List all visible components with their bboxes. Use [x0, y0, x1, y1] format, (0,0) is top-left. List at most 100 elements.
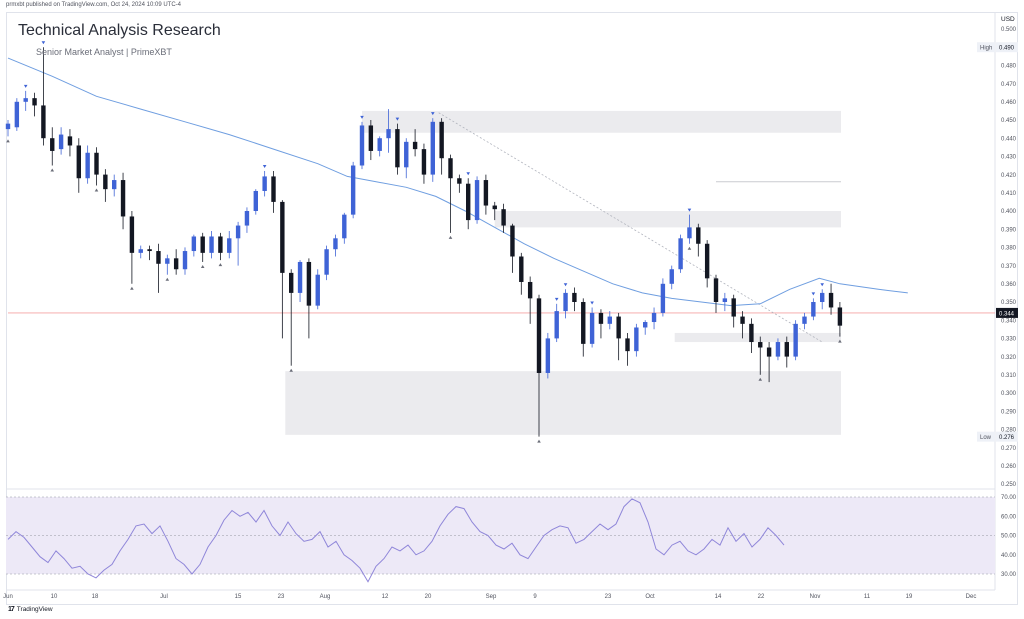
candle-body: [466, 183, 471, 221]
candle: [14, 98, 20, 131]
candle: [492, 201, 497, 221]
candle: [218, 232, 223, 261]
candle-body: [483, 180, 489, 206]
candle-body: [156, 251, 161, 264]
price-tick-label: 0.370: [1001, 264, 1017, 270]
candle-body: [67, 136, 73, 146]
candle-body: [643, 322, 648, 328]
candle: [828, 283, 834, 315]
time-tick-label: Sep: [486, 594, 497, 600]
candle: [297, 260, 303, 302]
candle-body: [368, 125, 374, 151]
pivot-high-marker: [687, 208, 692, 212]
candle-body: [669, 269, 674, 284]
candle-body: [227, 238, 232, 253]
candle-body: [165, 258, 170, 264]
pivot-high-marker: [466, 172, 470, 176]
time-tick-label: Aug: [320, 594, 331, 600]
tradingview-icon: 17: [8, 606, 15, 613]
candle-body: [386, 129, 391, 139]
candle-body: [289, 272, 294, 293]
time-tick-label: Jul: [160, 594, 168, 600]
time-tick-label: Jun: [3, 594, 13, 600]
pivot-low-marker: [94, 188, 99, 192]
candle-body: [527, 281, 533, 299]
candle: [563, 289, 568, 319]
candle-body: [253, 190, 258, 211]
candle-body: [112, 180, 117, 190]
time-tick-label: 23: [278, 594, 285, 600]
low-tag-text: Low: [980, 435, 992, 441]
candle: [811, 298, 816, 321]
supply-demand-zones: [285, 110, 841, 435]
candle-body: [536, 298, 542, 373]
pivot-low-marker: [6, 139, 10, 143]
price-tick-label: 0.430: [1001, 155, 1017, 161]
candle: [802, 312, 807, 330]
candle: [289, 269, 294, 366]
candle: [58, 127, 64, 155]
price-tick-label: 0.400: [1001, 209, 1017, 215]
candle-body: [41, 105, 46, 139]
candle: [589, 307, 595, 348]
candle-body: [678, 238, 683, 270]
candle: [713, 274, 719, 313]
candle: [704, 240, 710, 288]
candle: [76, 138, 81, 193]
candle-body: [510, 225, 515, 257]
candle: [324, 245, 329, 281]
candle: [209, 231, 214, 259]
candle: [342, 212, 347, 244]
moving-average: [7, 57, 908, 307]
candle-body: [235, 225, 241, 239]
candle: [678, 234, 683, 273]
pivot-low-marker: [537, 439, 541, 443]
candle: [120, 172, 126, 230]
high-value: 0.490: [999, 46, 1015, 52]
candle-body: [280, 201, 285, 273]
grid: [6, 12, 996, 591]
candle: [235, 221, 241, 266]
price-tick-label: 0.360: [1001, 282, 1017, 288]
candle: [527, 276, 533, 324]
candle: [669, 265, 674, 290]
candle: [227, 231, 232, 259]
price-tick-label: 0.460: [1001, 100, 1017, 106]
candle-body: [173, 258, 179, 270]
rsi-pane: 70.00 60.00 50.00 40.00 30.00: [6, 495, 1017, 583]
candle-body: [492, 205, 497, 210]
candle: [457, 174, 462, 193]
time-tick-label: 23: [605, 594, 612, 600]
candle-body: [324, 249, 329, 275]
tradingview-logo[interactable]: 17 TradingView: [8, 606, 53, 613]
price-tick-label: 0.320: [1001, 355, 1017, 361]
pivot-high-marker: [41, 41, 46, 45]
candle: [519, 252, 524, 295]
candle: [112, 174, 117, 197]
candle-body: [448, 158, 453, 179]
candle-body: [333, 238, 338, 250]
candle-body: [696, 227, 701, 244]
pivot-high-marker: [262, 164, 267, 168]
candle: [165, 254, 170, 275]
candle-body: [421, 149, 427, 175]
candle-body: [589, 312, 595, 344]
candle: [572, 287, 577, 312]
price-tick-label: 0.440: [1001, 136, 1017, 142]
rsi-tick-label: 30.00: [1001, 572, 1017, 578]
candle-body: [430, 121, 435, 175]
candle: [271, 170, 276, 213]
candle-body: [616, 316, 621, 339]
candle: [129, 211, 135, 284]
pivot-high-marker: [23, 84, 28, 88]
low-tag: [977, 431, 995, 442]
candle: [598, 309, 604, 339]
candle: [280, 200, 285, 339]
candle: [758, 336, 763, 375]
candle-body: [262, 176, 267, 191]
zone-box: [674, 332, 841, 343]
price-tick-label: 0.300: [1001, 391, 1017, 397]
candle: [837, 302, 843, 337]
candle: [696, 223, 701, 257]
